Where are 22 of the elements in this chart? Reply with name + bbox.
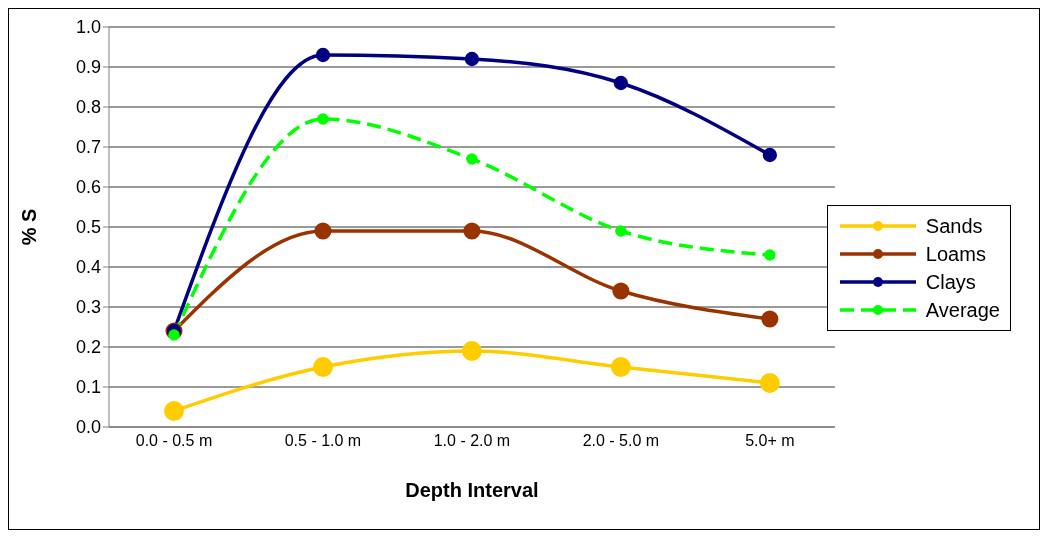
y-tick-label: 0.1 bbox=[75, 377, 101, 398]
x-tick-label: 0.0 - 0.5 m bbox=[135, 432, 213, 450]
legend-label: Loams bbox=[925, 242, 986, 267]
y-tick-label: 0.8 bbox=[75, 97, 101, 118]
y-tick-label: 0.0 bbox=[75, 417, 101, 438]
y-tick-label: 0.6 bbox=[75, 177, 101, 198]
y-tick-label: 1.0 bbox=[75, 17, 101, 38]
x-tick-label: 0.5 - 1.0 m bbox=[284, 432, 362, 450]
x-tick-label: 5.0+ m bbox=[745, 432, 795, 450]
x-tick-label: 2.0 - 5.0 m bbox=[582, 432, 660, 450]
legend-label: Sands bbox=[925, 214, 983, 239]
y-tick-label: 0.4 bbox=[75, 257, 101, 278]
y-axis-title: % S bbox=[18, 208, 41, 246]
x-axis-title: Depth Interval bbox=[405, 479, 539, 501]
y-tick-label: 0.2 bbox=[75, 337, 101, 358]
y-tick-label: 0.7 bbox=[75, 137, 101, 158]
y-tick-label: 0.9 bbox=[75, 57, 101, 78]
y-tick-label: 0.3 bbox=[75, 297, 101, 318]
legend-label: Clays bbox=[925, 270, 976, 295]
y-tick-label: 0.5 bbox=[75, 217, 101, 238]
x-tick-label: 1.0 - 2.0 m bbox=[433, 432, 511, 450]
legend-label: Average bbox=[925, 298, 1000, 323]
